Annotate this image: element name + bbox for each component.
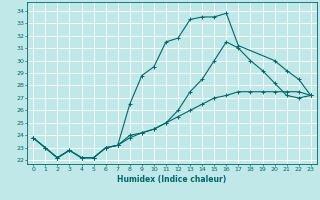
X-axis label: Humidex (Indice chaleur): Humidex (Indice chaleur): [117, 175, 227, 184]
